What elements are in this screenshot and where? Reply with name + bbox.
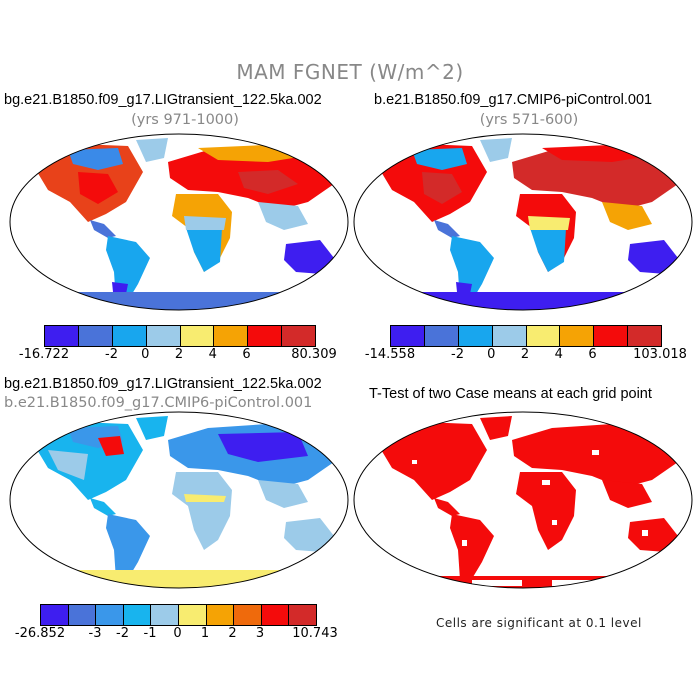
colorbar-tick-label: 80.309 [291, 347, 337, 362]
colorbar-swatch [289, 605, 316, 625]
colorbar-tick-label: 1 [200, 626, 210, 641]
panel-tl-subtitle: (yrs 971-1000) [131, 112, 239, 128]
colorbar-swatch [214, 326, 249, 346]
colorbar-swatch [146, 326, 181, 346]
panel-tr-colorbar [390, 325, 662, 347]
colorbar-tick-label: 6 [242, 347, 251, 362]
colorbar-tick-label: 10.743 [292, 626, 338, 641]
colorbar-tick-label: -2 [105, 347, 118, 362]
colorbar-swatch [391, 326, 425, 346]
colorbar-swatch [261, 605, 290, 625]
colorbar-swatch [492, 326, 527, 346]
colorbar-swatch [96, 605, 124, 625]
colorbar-swatch [206, 605, 235, 625]
colorbar-swatch [112, 326, 147, 346]
panel-tl-colorbar [44, 325, 316, 347]
significance-note: Cells are significant at 0.1 level [436, 616, 642, 630]
colorbar-swatch [68, 605, 97, 625]
panel-bl-map [9, 411, 349, 589]
colorbar-swatch [41, 605, 69, 625]
colorbar-swatch [458, 326, 493, 346]
colorbar-swatch [78, 326, 113, 346]
colorbar-tick-label: 3 [255, 626, 265, 641]
panel-bl-colorbar [40, 604, 317, 626]
colorbar-tick-label: 0 [173, 626, 182, 641]
colorbar-swatch [151, 605, 179, 625]
colorbar-tick-label: -2 [451, 347, 464, 362]
panel-tr-title: b.e21.B1850.f09_g17.CMIP6-piControl.001 [374, 92, 653, 108]
colorbar-swatch [234, 605, 262, 625]
panel-tl-map [9, 133, 349, 311]
colorbar-tick-label: 4 [554, 347, 563, 362]
colorbar-tick-label: 0 [487, 347, 496, 362]
panel-br-title: T-Test of two Case means at each grid po… [369, 386, 652, 402]
colorbar-swatch [424, 326, 459, 346]
colorbar-swatch [560, 326, 595, 346]
colorbar-tick-label: -2 [116, 626, 129, 641]
colorbar-tick-label: -14.558 [364, 347, 416, 362]
panel-bl-title: bg.e21.B1850.f09_g17.LIGtransient_122.5k… [4, 376, 322, 392]
colorbar-tick-label: 0 [141, 347, 150, 362]
colorbar-swatch [123, 605, 152, 625]
colorbar-tick-label: -16.722 [18, 347, 70, 362]
colorbar-swatch [180, 326, 215, 346]
figure-title: MAM FGNET (W/m^2) [236, 60, 464, 84]
colorbar-tick-label: 2 [520, 347, 530, 362]
colorbar-swatch [248, 326, 283, 346]
colorbar-swatch [594, 326, 629, 346]
colorbar-tick-label: 103.018 [633, 347, 687, 362]
panel-br-map [353, 411, 693, 589]
panel-tl-title: bg.e21.B1850.f09_g17.LIGtransient_122.5k… [4, 92, 322, 108]
panel-bl-subtitle: b.e21.B1850.f09_g17.CMIP6-piControl.001 [4, 395, 313, 411]
colorbar-tick-label: -26.852 [14, 626, 66, 641]
panel-tr-map [353, 133, 693, 311]
panel-tr-subtitle: (yrs 571-600) [479, 112, 579, 128]
colorbar-swatch [526, 326, 561, 346]
colorbar-swatch [282, 326, 315, 346]
colorbar-tick-label: -1 [143, 626, 157, 641]
colorbar-tick-label: 2 [174, 347, 184, 362]
colorbar-swatch [178, 605, 207, 625]
colorbar-tick-label: 6 [588, 347, 597, 362]
colorbar-tick-label: 4 [208, 347, 217, 362]
colorbar-tick-label: -3 [88, 626, 102, 641]
colorbar-swatch [45, 326, 79, 346]
colorbar-swatch [628, 326, 661, 346]
colorbar-tick-label: 2 [228, 626, 237, 641]
